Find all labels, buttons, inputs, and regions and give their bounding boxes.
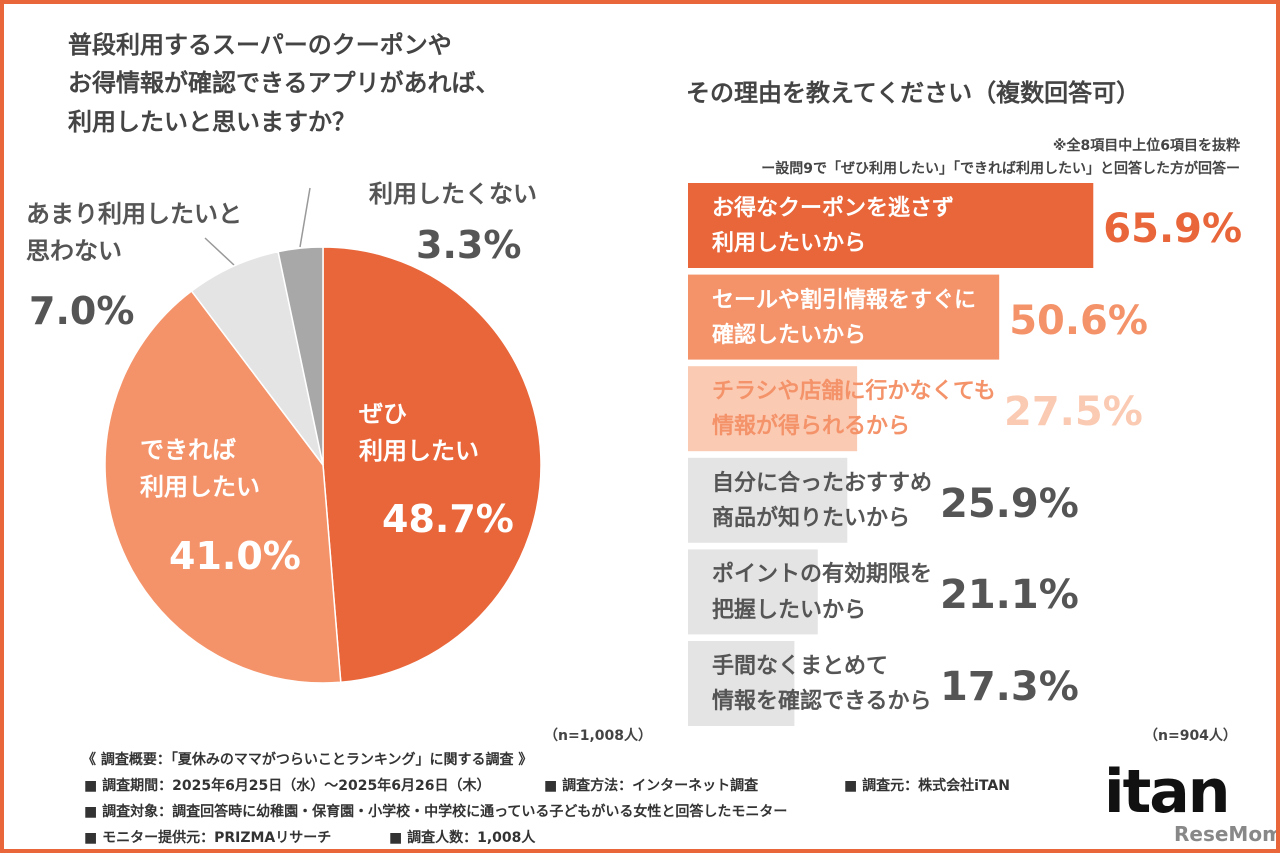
bar-value: 17.3%	[940, 664, 1079, 710]
bar	[688, 641, 795, 726]
pie-slice	[322, 246, 542, 684]
bar-label: お得なクーポンを逃さず 利用したいから	[712, 196, 955, 257]
pie-slice	[277, 246, 324, 466]
bar-value: 27.5%	[1004, 389, 1143, 436]
slice-value: 7.0%	[29, 289, 135, 333]
bar	[688, 366, 858, 452]
sample-note: （n=1,008人）	[544, 728, 652, 744]
slice-label: あまり利用したいと 思わない	[26, 200, 242, 266]
survey-item: ■ 調査対象：調査回答時に幼稚園・保育園・小学校・中学校に通っている子どもがいる…	[84, 804, 788, 820]
pie-slice	[104, 290, 342, 684]
bar-label: チラシや店舗に行かなくても 情報が得られるから	[712, 379, 996, 440]
leader-line	[204, 237, 235, 266]
leader-line	[299, 187, 311, 248]
slice-value: 3.3%	[416, 223, 522, 267]
bar-value: 25.9%	[940, 480, 1079, 527]
bar	[688, 183, 1094, 268]
slice-label: できれば 利用したい	[140, 436, 260, 502]
bar	[688, 457, 848, 543]
bar-value: 65.9%	[1103, 206, 1243, 252]
bar-subtitle: ※全8項目中上位6項目を抜粋	[1052, 138, 1240, 154]
survey-item: ■ 調査期間：2025年6月25日（水）〜2025年6月26日（木）	[84, 778, 491, 794]
slice-label: 利用したくない	[369, 180, 537, 208]
pie-title: 普段利用するスーパーのクーポンや お得情報が確認できるアプリがあれば、 利用した…	[68, 31, 500, 136]
partner-logo: ReseMom	[1174, 822, 1280, 846]
slice-value: 48.7%	[382, 497, 514, 541]
slice-label: ぜひ 利用したい	[359, 400, 479, 466]
survey-title: 《 調査概要：「夏休みのママがつらいことランキング」に関する調査 》	[82, 752, 533, 768]
survey-item: ■ モニター提供元：PRIZMAリサーチ	[84, 830, 332, 846]
survey-item: ■ 調査元：株式会社iTAN	[844, 778, 1010, 794]
survey-item: ■ 調査人数：1,008人	[389, 830, 536, 846]
bar-label: ポイントの有効期限を 把握したいから	[712, 562, 933, 623]
brand-logo: itan	[1104, 757, 1230, 827]
sample-note: （n=904人）	[1144, 728, 1237, 744]
bar-label: 手間なくまとめて 情報を確認できるから	[712, 654, 932, 715]
survey-item: ■ 調査方法：インターネット調査	[544, 778, 759, 794]
bar-label: セールや割引情報をすぐに 確認したいから	[712, 287, 977, 348]
bar-value: 50.6%	[1009, 297, 1148, 344]
bar-title: その理由を教えてください（複数回答可）	[686, 79, 1141, 107]
bar-label: 自分に合ったおすすめ 商品が知りたいから	[712, 470, 933, 531]
bar	[688, 549, 818, 635]
bar	[688, 274, 1000, 360]
bar-value: 21.1%	[940, 572, 1079, 619]
slice-value: 41.0%	[169, 534, 301, 578]
bar-annotation: ー設問9で「ぜひ利用したい」「できれば利用したい」と回答した方が回答ー	[761, 161, 1240, 177]
